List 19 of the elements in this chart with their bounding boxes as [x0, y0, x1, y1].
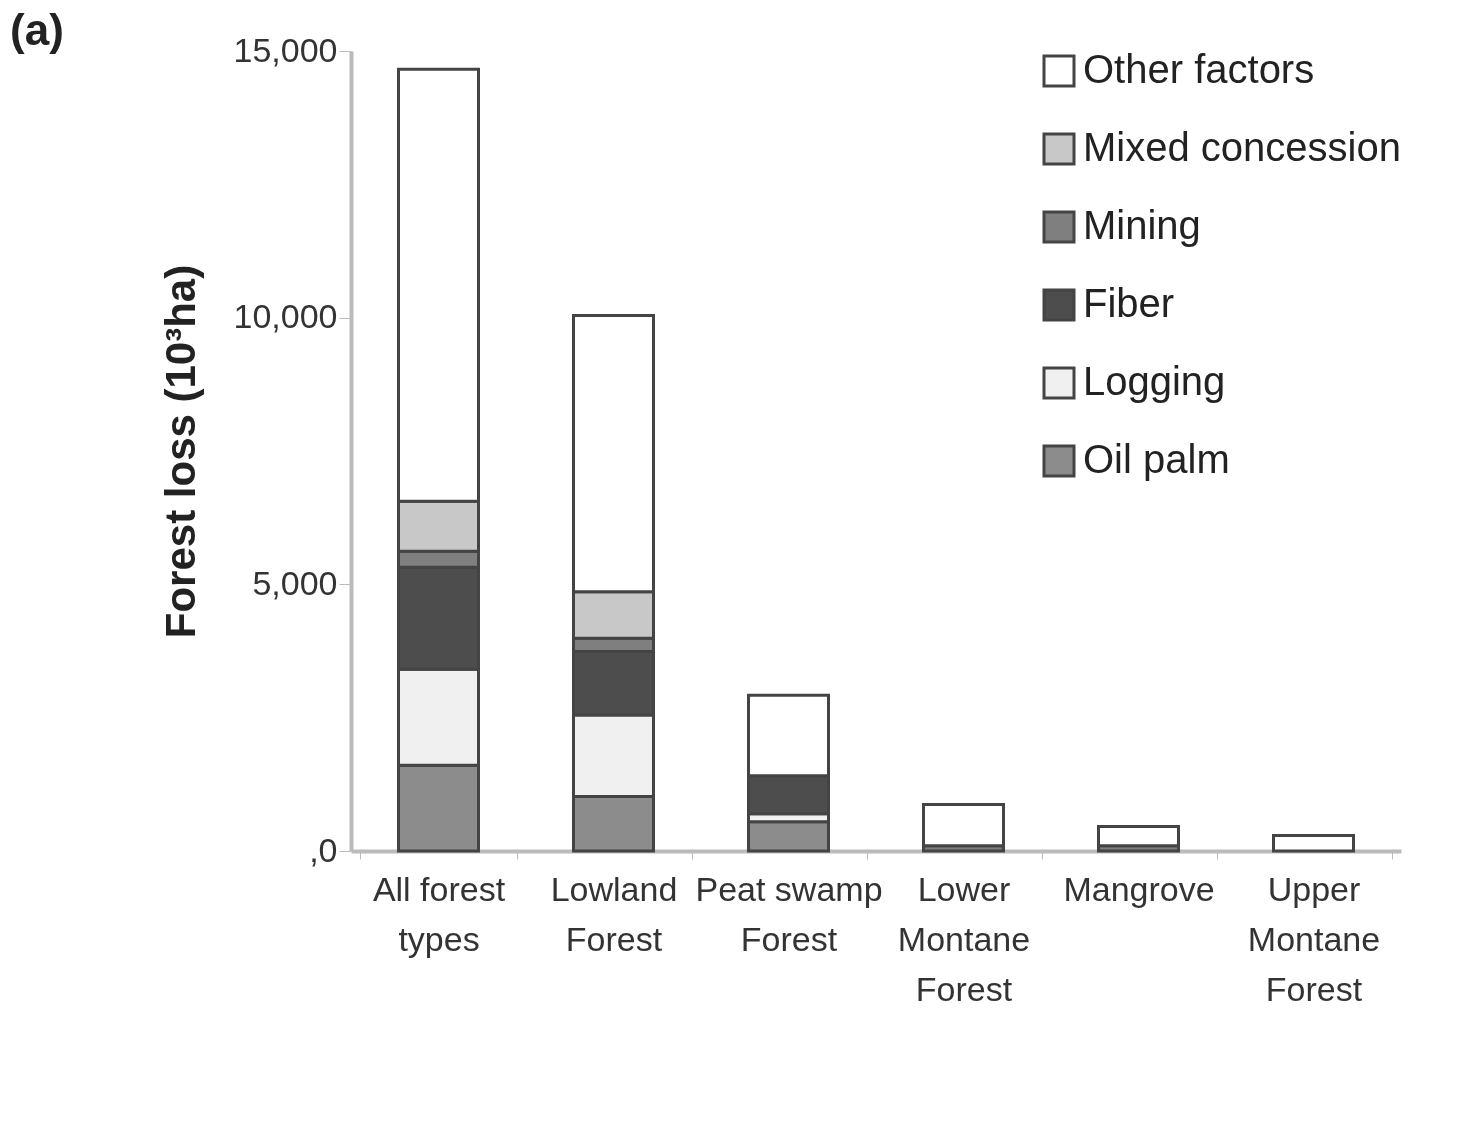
x-tick-label: Lowland Forest: [550, 869, 678, 958]
x-tick-label: Mangrove: [1063, 869, 1215, 908]
legend-label: Mining: [1083, 203, 1201, 247]
chart-title: (a): [10, 5, 64, 54]
y-tick-label: ,0: [309, 830, 338, 869]
y-axis-title: Forest loss (10³ha): [156, 264, 204, 639]
legend-label: Fiber: [1083, 281, 1175, 325]
x-tick-label: Upper Montane Forest: [1247, 869, 1381, 1008]
legend-label: Oil palm: [1083, 437, 1230, 481]
legend-label: Logging: [1083, 359, 1226, 403]
x-tick-label: Peat swamp Forest: [695, 869, 883, 958]
y-tick-label: 5,000: [252, 563, 338, 602]
x-tick-label: All forest types: [372, 869, 506, 958]
legend-label: Other factors: [1083, 47, 1315, 91]
y-tick-label: 10,000: [233, 297, 338, 336]
y-tick-label: 15,000: [233, 30, 338, 69]
x-tick-label: Lower Montane Forest: [897, 869, 1031, 1008]
legend-label: Mixed concession: [1083, 125, 1401, 169]
bar: [1272, 834, 1355, 853]
